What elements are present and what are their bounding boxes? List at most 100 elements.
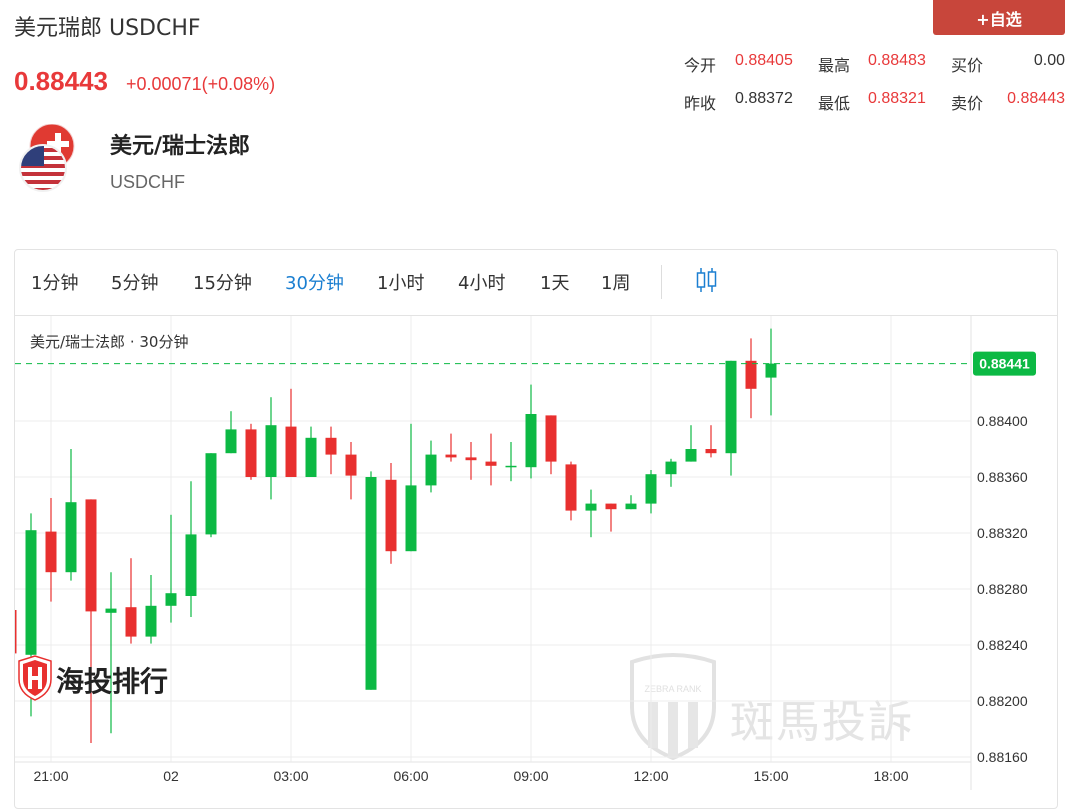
y-tick-label: 0.88200 [977,693,1028,709]
y-tick-label: 0.88400 [977,413,1028,429]
candle [365,471,377,690]
stat-value-ask: 0.88443 [1007,90,1065,107]
stat-value-bid: 0.00 [1033,52,1065,69]
instrument-name: 美元/瑞士法郎 [110,134,251,159]
zebra-rank-shield-icon: ZEBRA RANK [630,653,716,760]
stat-label-low: 最低 [818,96,851,113]
x-tick-label: 02 [163,768,179,784]
y-tick-label: 0.88360 [977,469,1028,485]
last-price-label: 0.88441 [979,356,1030,372]
y-tick-label: 0.88240 [977,637,1028,653]
candle [765,328,777,416]
candle [65,449,77,581]
candle [725,360,737,476]
tab-1min[interactable]: 1分钟 [31,273,79,294]
candle-body [605,503,617,510]
chart-grid [15,316,972,790]
candle-body [305,437,317,477]
candle-body [45,531,57,573]
tab-15min[interactable]: 15分钟 [193,273,252,294]
stat-value-low: 0.88321 [868,90,926,107]
price-change: +0.00071(+0.08%) [126,74,276,94]
x-tick-label: 21:00 [33,768,68,784]
stat-label-prev-close: 昨收 [684,96,717,113]
candle [685,425,697,462]
candle-body [15,610,17,654]
stat-value-prev-close: 0.88372 [735,90,793,107]
candle-body [585,503,597,511]
candle-body [345,454,357,476]
x-tick-label: 03:00 [273,768,308,784]
candle [325,426,337,475]
candle [565,461,577,521]
candle [185,481,197,617]
candle-body [505,465,517,468]
tab-1hour[interactable]: 1小时 [377,273,425,294]
x-tick-label: 09:00 [513,768,548,784]
candle [425,440,437,493]
tab-1day[interactable]: 1天 [540,273,570,294]
candle-body [625,503,637,510]
candles [15,328,777,743]
candle-body [425,454,437,486]
candle-body [705,449,717,454]
candle-body [325,437,337,455]
candle-body [245,429,257,477]
candle [545,415,557,475]
candle [645,470,657,514]
stat-label-open: 今开 [684,58,717,75]
candle-body [165,593,177,606]
candle [165,514,177,623]
tab-30min[interactable]: 30分钟 [285,273,344,294]
stat-label-bid: 买价 [951,58,984,75]
instrument-code: USDCHF [110,172,185,192]
page-title: 美元瑞郎 USDCHF [14,16,201,41]
candle-body [85,499,97,612]
y-tick-label: 0.88160 [977,749,1028,765]
candle-body [765,363,777,378]
candle-body [545,415,557,462]
y-tick-label: 0.88280 [977,581,1028,597]
tab-divider [661,265,662,299]
candle-body [665,461,677,475]
candlestick-icon[interactable] [695,266,719,294]
tab-5min[interactable]: 5分钟 [111,273,159,294]
x-tick-label: 06:00 [393,768,428,784]
candle [665,458,677,487]
candle-body [745,360,757,389]
stat-label-high: 最高 [818,58,851,75]
candle [265,397,277,500]
chart-legend: 美元/瑞士法郎 · 30分钟 [30,333,189,351]
candle [705,425,717,458]
candle [485,433,497,486]
candle-body [365,477,377,690]
candlestick-chart[interactable]: 0.88400 0.88360 0.88320 0.88280 0.88240 0.882… [0,0,1069,790]
candle [245,423,257,480]
candle-body [725,360,737,454]
candle-body [645,474,657,504]
candle [345,442,357,500]
candle [105,572,117,734]
candle-body [385,479,397,552]
candle-body [565,464,577,511]
candle [225,411,237,454]
y-tick-label: 0.88320 [977,525,1028,541]
candle [525,384,537,479]
candle [505,442,517,482]
candle-body [105,608,117,613]
candle-body [65,502,77,573]
add-watchlist-button[interactable]: +自选 [933,0,1065,35]
candle [45,498,57,602]
tab-4hour[interactable]: 4小时 [458,273,506,294]
candle [145,575,157,644]
candle [625,495,637,510]
candle-body [25,530,37,655]
usd-chf-flags-icon [19,124,75,192]
candle-body [445,454,457,458]
tab-1week[interactable]: 1周 [601,273,631,294]
candle [85,499,97,743]
svg-text:ZEBRA RANK: ZEBRA RANK [644,684,701,694]
candle [445,433,457,462]
candle [465,442,477,480]
candle [605,503,617,532]
